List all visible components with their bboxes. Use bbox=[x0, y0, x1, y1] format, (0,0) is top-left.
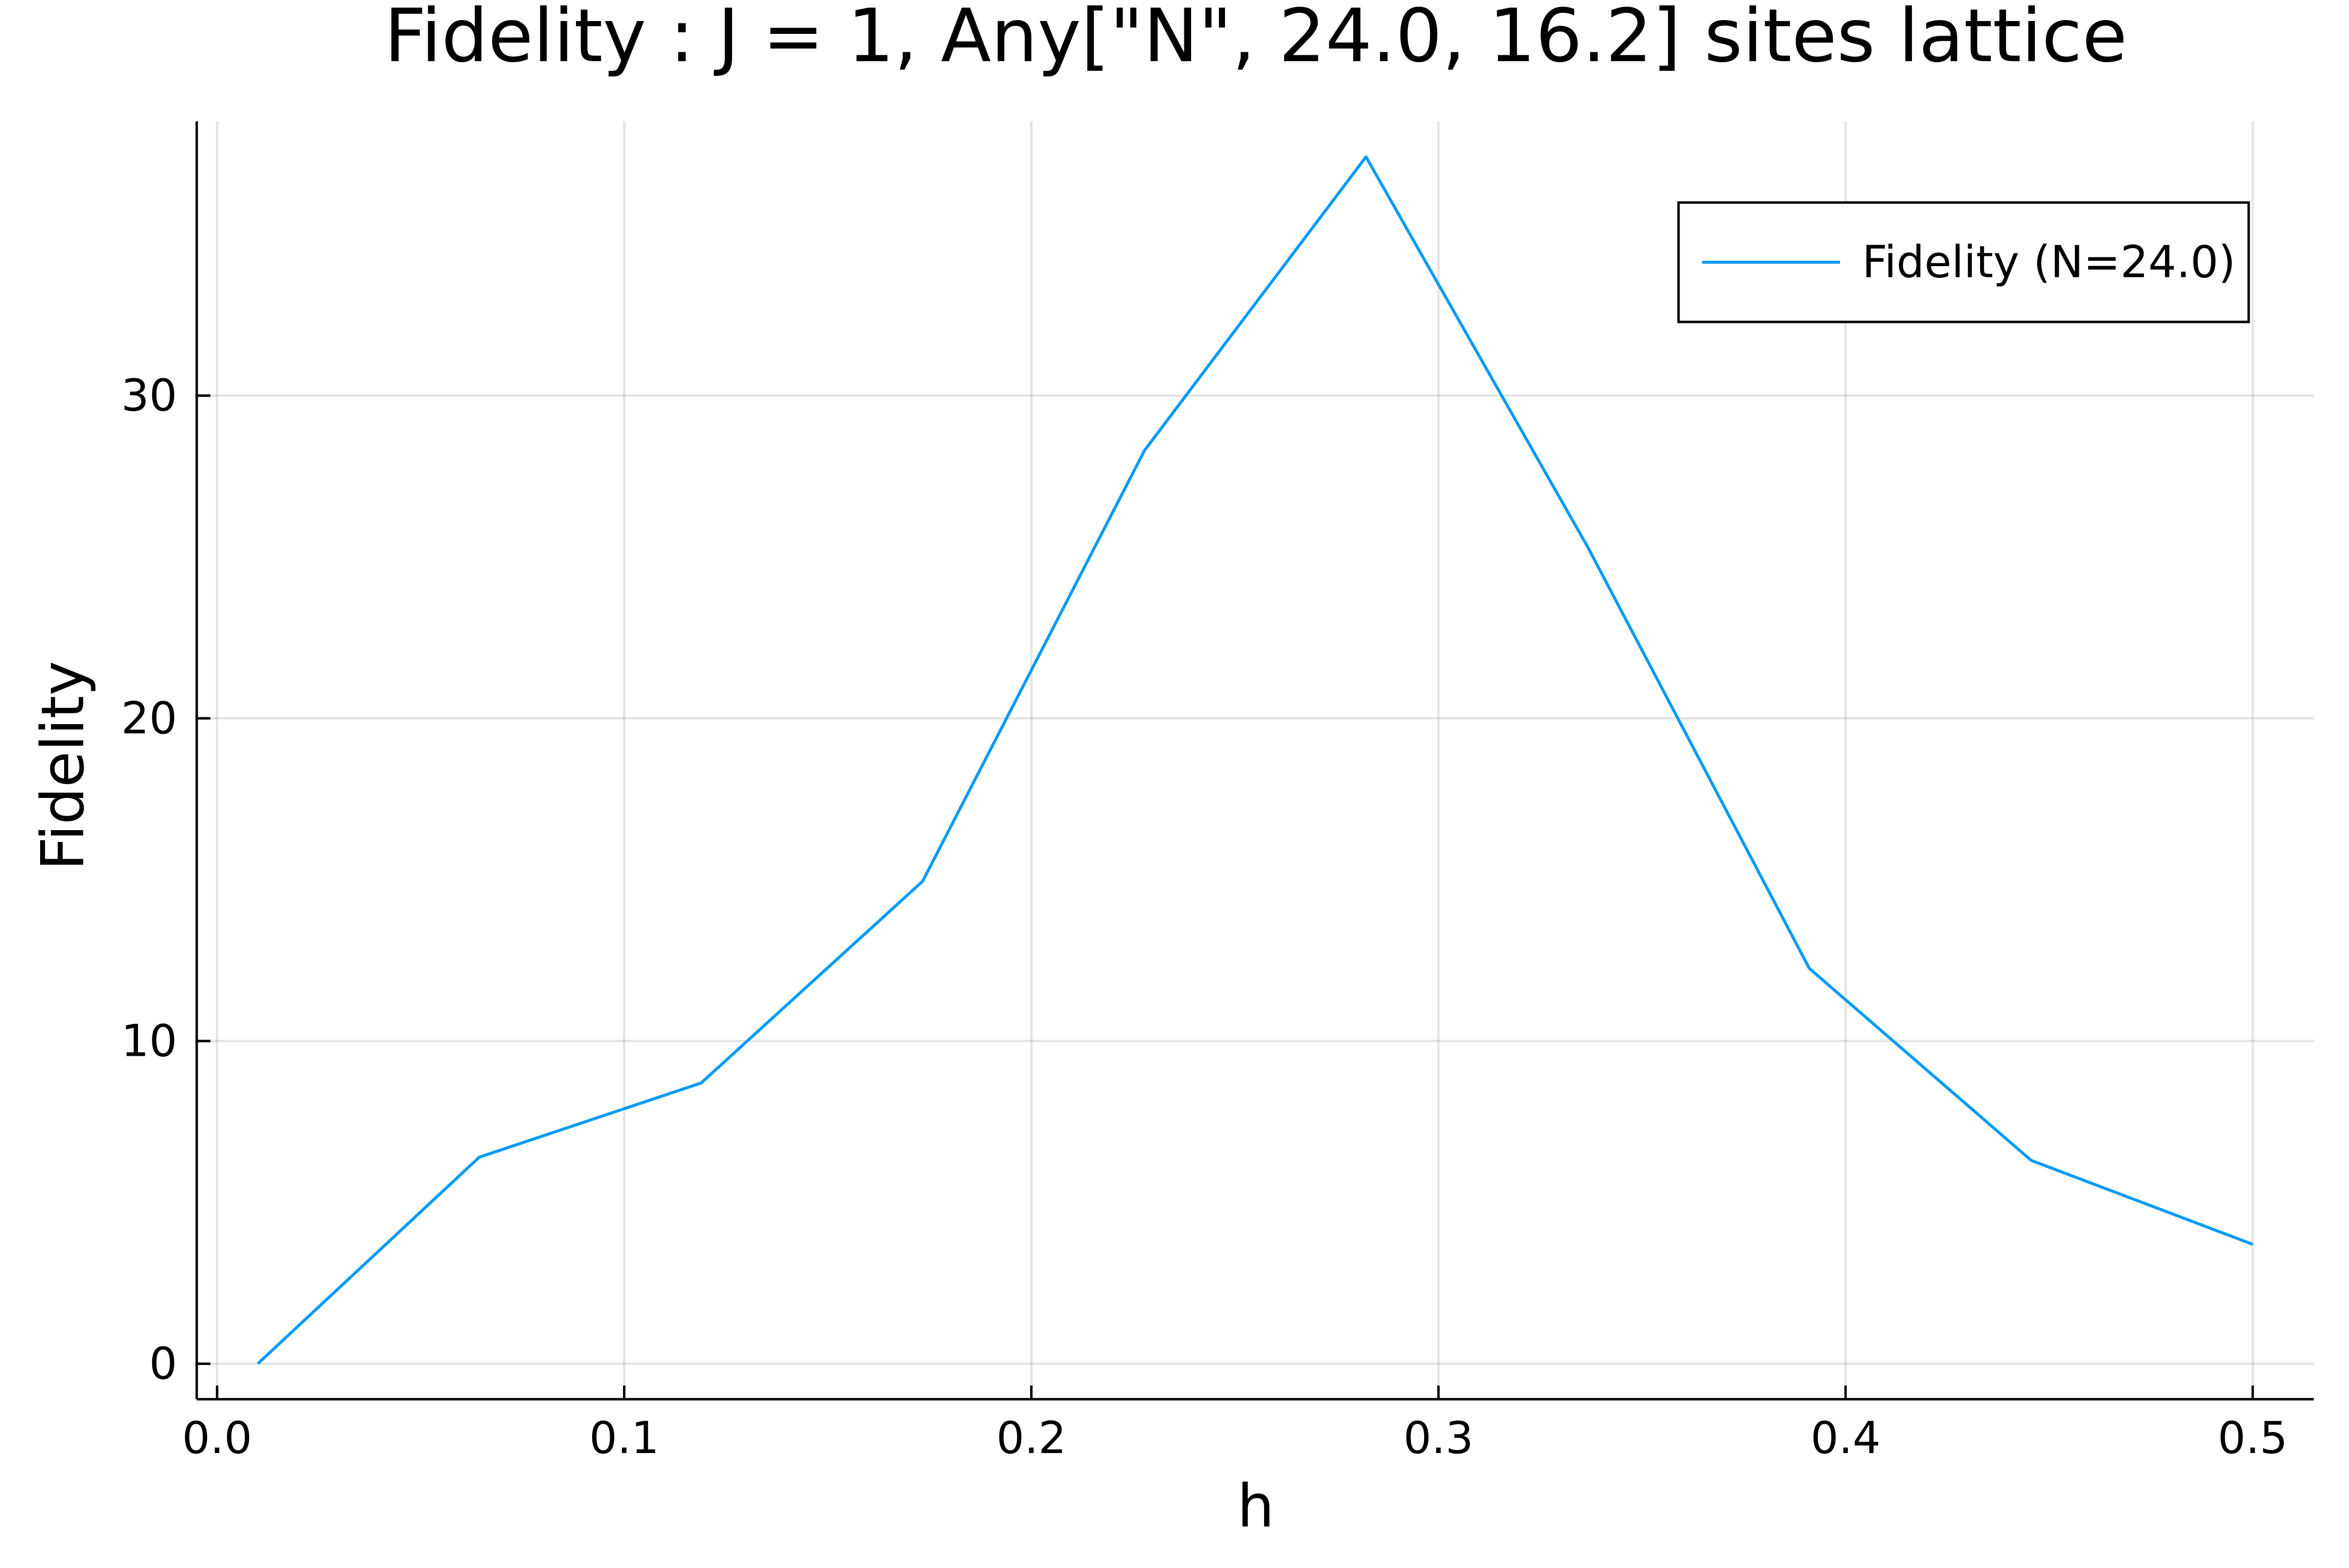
axes-layer bbox=[195, 121, 2314, 1401]
y-tick-label: 0 bbox=[149, 1338, 177, 1389]
series-line-fidelity bbox=[256, 155, 2254, 1365]
y-axis-label: Fidelity bbox=[29, 661, 97, 870]
legend: Fidelity (N=24.0) bbox=[1677, 201, 2250, 323]
x-tick-label: 0.2 bbox=[996, 1412, 1066, 1464]
grid-layer bbox=[197, 121, 2314, 1399]
x-tick-label: 0.0 bbox=[182, 1412, 252, 1464]
x-axis-label: h bbox=[1237, 1473, 1274, 1541]
x-tick-label: 0.4 bbox=[1811, 1412, 1881, 1464]
chart-title: Fidelity : J = 1, Any["N", 24.0, 16.2] s… bbox=[384, 0, 2127, 79]
x-tick-label: 0.1 bbox=[589, 1412, 659, 1464]
legend-entry-label: Fidelity (N=24.0) bbox=[1862, 237, 2235, 288]
tick-labels-layer: 0.0 0.1 0.2 0.3 0.4 0.5 0 10 20 30 bbox=[121, 370, 2287, 1464]
series-layer bbox=[256, 155, 2254, 1365]
y-tick-label: 20 bbox=[121, 693, 177, 744]
x-tick-label: 0.5 bbox=[2218, 1412, 2288, 1464]
y-tick-label: 10 bbox=[121, 1015, 177, 1067]
y-tick-label: 30 bbox=[121, 370, 177, 421]
x-tick-label: 0.3 bbox=[1404, 1412, 1474, 1464]
